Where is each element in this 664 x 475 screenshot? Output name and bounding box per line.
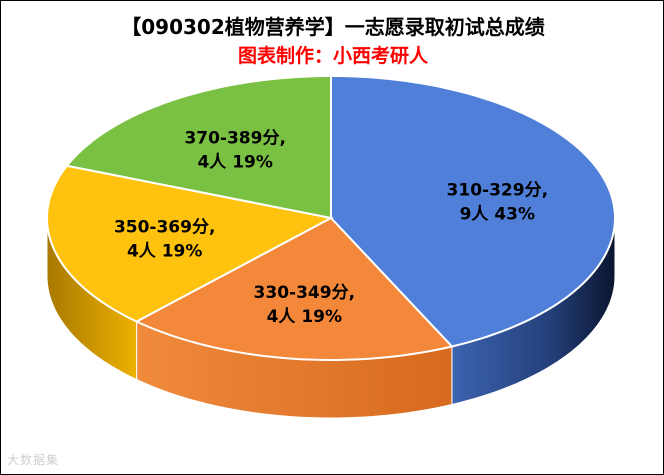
slice-label-4: 370-389分, 4人 19% [184,129,286,173]
slice-range-label: 310-329分, [447,180,549,200]
pie-slice-1 [330,74,617,348]
slice-label-3: 350-369分, 4人 19% [114,218,216,262]
watermark-text: 大数据集 [7,453,60,467]
chart-title: 【090302植物营养学】一志愿录取初试总成绩 [121,15,545,39]
slice-count-label: 4人 19% [267,307,342,327]
slice-label-1: 310-329分, 9人 43% [447,180,549,224]
slice-count-label: 4人 19% [127,242,202,262]
slice-count-label: 4人 19% [197,153,272,173]
chart-subtitle: 图表制作：小西考研人 [237,45,428,67]
pie-slice-4 [65,74,332,220]
pie-slice-2 [134,216,454,362]
slice-range-label: 370-389分, [184,129,286,149]
slice-range-label: 330-349分, [254,283,356,303]
slice-label-2: 330-349分, 4人 19% [254,283,356,327]
slice-count-label: 9人 43% [460,204,535,224]
slice-range-label: 350-369分, [114,218,216,238]
